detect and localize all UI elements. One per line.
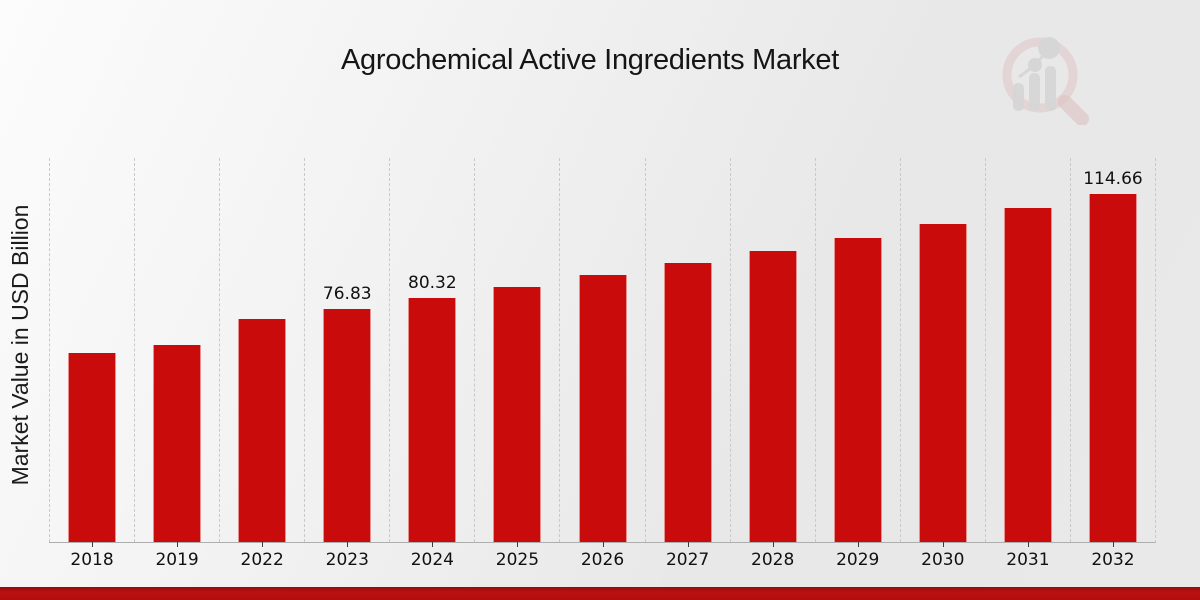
bar-2022 [238, 318, 287, 542]
category-slot-2029: 2029 [814, 158, 900, 570]
x-tick-label-2018: 2018 [70, 550, 114, 570]
category-slot-2018: 2018 [49, 158, 134, 570]
logo-dot-small [1028, 58, 1042, 72]
x-tick-label-2024: 2024 [410, 550, 454, 570]
bar-2024 [408, 298, 457, 542]
category-slot-2022: 2022 [219, 158, 304, 570]
category-slot-2025: 2025 [474, 158, 559, 570]
x-tick-2024 [432, 542, 434, 547]
x-tick-label-2023: 2023 [325, 550, 369, 570]
value-label-2032: 114.66 [1083, 168, 1143, 189]
x-tick-label-2027: 2027 [665, 550, 710, 570]
logo-bar-1 [1013, 83, 1024, 111]
bar-2026 [578, 275, 627, 542]
category-slot-2028: 2028 [729, 158, 815, 570]
bar-2027 [663, 263, 712, 542]
x-tick-label-2028: 2028 [751, 550, 795, 570]
bar-2018 [68, 353, 117, 542]
x-tick-2027 [687, 542, 689, 547]
bar-2031 [1003, 208, 1052, 542]
value-label-2023: 76.83 [322, 283, 372, 304]
category-slot-2024: 80.32 2024 [389, 158, 474, 570]
y-axis-label: Market Value in USD Billion [7, 204, 33, 486]
x-tick-label-2025: 2025 [495, 550, 540, 570]
logo-bar-2 [1029, 73, 1040, 111]
x-tick-label-2031: 2031 [1006, 550, 1050, 570]
x-tick-2031 [1027, 542, 1029, 547]
magnifier-chart-logo [985, 25, 1095, 126]
bar-2029 [833, 237, 882, 542]
x-tick-label-2030: 2030 [921, 550, 965, 570]
chart-title: Agrochemical Active Ingredients Market [341, 44, 839, 76]
x-tick-2023 [347, 542, 349, 547]
bar-2025 [493, 287, 542, 542]
logo-dot-large [1038, 37, 1060, 59]
category-slot-2026: 2026 [559, 158, 644, 570]
x-tick-label-2026: 2026 [580, 550, 625, 570]
category-slot-2030: 2030 [899, 158, 985, 570]
x-tick-2025 [517, 542, 519, 547]
footer-red-band [0, 587, 1200, 600]
bar-2023 [323, 308, 372, 542]
x-tick-2018 [92, 542, 94, 547]
category-slot-2032: 114.66 2032 [1069, 158, 1155, 570]
x-tick-label-2029: 2029 [836, 550, 880, 570]
x-tick-2022 [262, 542, 264, 547]
bar-2019 [153, 345, 202, 542]
x-tick-2019 [177, 542, 179, 547]
x-tick-2032 [1112, 542, 1114, 547]
bar-2030 [918, 223, 967, 542]
x-tick-2028 [772, 542, 774, 547]
value-label-2024: 80.32 [408, 273, 457, 294]
magnifier-handle-icon [1058, 95, 1089, 126]
bar-chart-plot: 2018 2019 2022 76.83 2023 80.32 2024 2025 2026 20… [49, 158, 1156, 570]
bar-2032 [1088, 193, 1137, 542]
x-tick-2026 [602, 542, 604, 547]
x-tick-2029 [857, 542, 859, 547]
category-slot-2031: 2031 [984, 158, 1070, 570]
category-slot-2023: 76.83 2023 [304, 158, 389, 570]
category-slot-2019: 2019 [134, 158, 219, 570]
logo-bar-3 [1045, 66, 1056, 111]
category-slot-2027: 2027 [644, 158, 730, 570]
x-tick-label-2022: 2022 [240, 550, 284, 570]
x-tick-label-2019: 2019 [155, 550, 199, 570]
x-tick-2030 [942, 542, 944, 547]
bar-2028 [748, 250, 797, 542]
x-tick-label-2032: 2032 [1091, 550, 1135, 570]
